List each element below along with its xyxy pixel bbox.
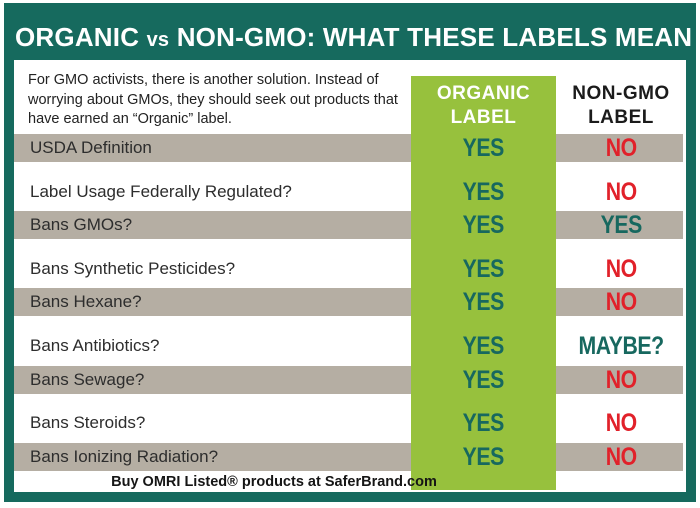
row-label: USDA Definition — [30, 138, 152, 157]
row-bar-right — [556, 365, 683, 394]
nongmo-value: NO — [605, 409, 637, 438]
nongmo-value-cell: NO — [556, 288, 686, 316]
title-right: NON-GMO: WHAT THESE LABELS MEAN — [169, 22, 693, 52]
row-bar-left — [14, 288, 411, 317]
organic-value-cell: YES — [411, 288, 556, 316]
organic-value: YES — [462, 409, 505, 438]
content-panel — [14, 60, 686, 492]
row-label: Label Usage Federally Regulated? — [30, 181, 292, 201]
row-bar-right — [556, 134, 683, 162]
organic-value-cell: YES — [411, 443, 556, 471]
title-left: ORGANIC — [15, 22, 147, 52]
row-bar-right — [556, 442, 683, 471]
nongmo-value-cell: NO — [556, 255, 686, 283]
table-row: Bans Steroids? YES NO — [14, 404, 686, 443]
table-row: Bans Antibiotics? YES MAYBE? — [14, 327, 686, 366]
nongmo-value: YES — [600, 211, 642, 240]
nongmo-value: NO — [605, 442, 637, 471]
nongmo-value-cell: NO — [556, 366, 686, 394]
page-title: ORGANIC vs NON-GMO: WHAT THESE LABELS ME… — [15, 22, 693, 53]
nongmo-value-cell: YES — [556, 211, 686, 239]
nongmo-value-cell: NO — [556, 134, 686, 162]
row-label: Bans Steroids? — [30, 413, 146, 433]
table-row: Bans Synthetic Pesticides? YES NO — [14, 250, 686, 289]
nongmo-value-cell: NO — [556, 443, 686, 471]
table-row: Label Usage Federally Regulated? YES NO — [14, 173, 686, 212]
row-bar-left — [14, 365, 411, 394]
organic-value: YES — [462, 288, 505, 317]
organic-value: YES — [462, 331, 505, 360]
comparison-table: USDA Definition YES NO Label Usage Feder… — [14, 134, 686, 481]
nongmo-value-cell: NO — [556, 409, 686, 437]
organic-value-cell: YES — [411, 332, 556, 360]
intro-paragraph: For GMO activists, there is another solu… — [28, 72, 398, 127]
nongmo-value: MAYBE? — [578, 331, 664, 360]
table-row: Bans Sewage? YES NO — [14, 365, 686, 405]
nongmo-value: NO — [605, 134, 637, 162]
organic-value: YES — [462, 211, 505, 240]
row-label: Bans Synthetic Pesticides? — [30, 258, 236, 278]
nongmo-value: NO — [605, 288, 637, 317]
row-label: Bans Hexane? — [30, 292, 142, 312]
row-label: Bans Ionizing Radiation? — [30, 446, 219, 466]
row-bar-left — [14, 134, 411, 162]
organic-value: YES — [462, 134, 505, 162]
organic-value-cell: YES — [411, 366, 556, 394]
nongmo-value-cell: MAYBE? — [556, 332, 686, 360]
table-row: USDA Definition YES NO — [14, 134, 686, 173]
organic-value-cell: YES — [411, 134, 556, 162]
footer-tagline: Buy OMRI Listed® products at SaferBrand.… — [111, 474, 437, 490]
row-bar-left — [14, 211, 411, 240]
organic-value-cell: YES — [411, 255, 556, 283]
organic-column-highlight — [411, 76, 556, 490]
nongmo-value: NO — [605, 365, 637, 394]
table-row: Bans Hexane? YES NO — [14, 288, 686, 327]
nongmo-value: NO — [605, 254, 637, 283]
organic-value: YES — [462, 365, 505, 394]
table-row: Bans GMOs? YES YES — [14, 211, 686, 250]
row-bar-left — [14, 442, 411, 471]
table-row: Bans Ionizing Radiation? YES NO — [14, 442, 686, 482]
organic-value-cell: YES — [411, 211, 556, 239]
column-header-nongmo: NON-GMO LABEL — [572, 83, 670, 128]
organic-value: YES — [462, 177, 505, 206]
row-label: Bans GMOs? — [30, 215, 133, 235]
organic-value: YES — [462, 254, 505, 283]
row-bar-right — [556, 288, 683, 317]
organic-value-cell: YES — [411, 409, 556, 437]
row-label: Bans Sewage? — [30, 369, 145, 389]
nongmo-value: NO — [605, 177, 637, 206]
row-label: Bans Antibiotics? — [30, 335, 160, 355]
nongmo-value-cell: NO — [556, 178, 686, 206]
title-vs: vs — [146, 29, 170, 51]
row-bar-right — [556, 211, 683, 240]
column-header-organic: ORGANIC LABEL — [436, 83, 531, 128]
organic-value: YES — [462, 442, 505, 471]
organic-value-cell: YES — [411, 178, 556, 206]
